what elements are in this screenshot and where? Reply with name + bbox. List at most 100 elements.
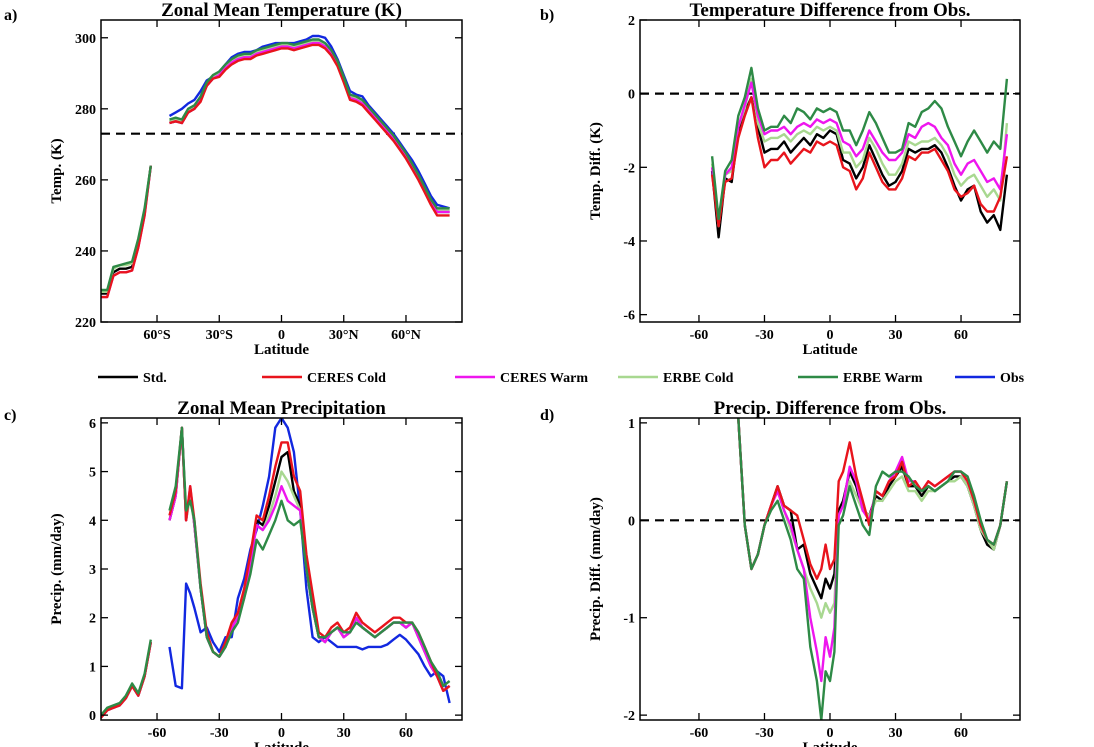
y-tick-label: 2 xyxy=(628,14,635,29)
x-tick-label: 60 xyxy=(954,726,968,741)
y-axis-label: Temp. (K) xyxy=(49,138,65,203)
series-line-ceres-warm xyxy=(101,165,152,299)
series-line-std xyxy=(169,41,450,214)
series-line-ceres-cold xyxy=(710,96,1009,228)
x-tick-label: 60 xyxy=(399,726,413,741)
x-tick-label: -30 xyxy=(755,726,774,741)
y-tick-label: 260 xyxy=(75,174,96,189)
y-tick-label: 1 xyxy=(89,660,96,675)
series-line-erbe-warm xyxy=(737,418,1009,720)
y-tick-label: 0 xyxy=(628,88,635,103)
series-line-ceres-warm xyxy=(737,418,1009,683)
y-tick-label: 0 xyxy=(628,514,635,529)
series-lines xyxy=(737,418,1009,720)
y-tick-label: 0 xyxy=(89,709,96,724)
x-axis-label: Latitude xyxy=(802,740,857,747)
panel-d: d) Precip. Difference from Obs. -60 -30 0 30 6… xyxy=(540,398,1021,747)
y-tick-label: 6 xyxy=(89,417,96,432)
y-tick-label: -4 xyxy=(623,235,635,250)
y-tick-label: 220 xyxy=(75,316,96,331)
legend-item-std: Std. xyxy=(98,371,167,386)
x-tick-label: -60 xyxy=(690,726,709,741)
x-tick-label: 0 xyxy=(278,328,285,343)
series-line-erbe-warm xyxy=(168,426,451,688)
x-tick-label: 30 xyxy=(889,726,903,741)
x-tick-label: 30°N xyxy=(329,328,359,343)
x-tick-label: -60 xyxy=(690,328,709,343)
legend-item-erbe-cold: ERBE Cold xyxy=(618,371,734,386)
series-line-ceres-warm xyxy=(710,81,1009,224)
series-line-ceres-cold xyxy=(737,418,1009,580)
series-line-erbe-cold xyxy=(169,40,450,212)
x-tick-label: 0 xyxy=(827,726,834,741)
series-line-ceres-warm xyxy=(169,41,450,214)
y-tick-label: 2 xyxy=(89,612,96,627)
x-axis-label: Latitude xyxy=(254,740,309,747)
x-tick-label: 0 xyxy=(827,328,834,343)
x-tick-label: 30 xyxy=(889,328,903,343)
x-tick-label: 30°S xyxy=(206,328,234,343)
legend-label: ERBE Warm xyxy=(843,371,923,386)
series-lines xyxy=(101,418,451,719)
y-tick-label: -1 xyxy=(623,612,635,627)
x-tick-label: 60 xyxy=(954,328,968,343)
panel-tag: a) xyxy=(4,7,17,24)
series-line-obs xyxy=(168,34,450,210)
y-axis-label: Temp. Diff. (K) xyxy=(588,122,604,220)
x-tick-label: -30 xyxy=(210,726,229,741)
series-line-ceres-cold xyxy=(101,165,152,299)
y-tick-label: -2 xyxy=(623,161,635,176)
y-tick-label: 280 xyxy=(75,103,96,118)
y-tick-label: 3 xyxy=(89,563,96,578)
chart-title: Zonal Mean Precipitation xyxy=(177,398,386,419)
series-line-erbe-warm xyxy=(101,639,152,716)
legend-item-ceres-warm: CERES Warm xyxy=(455,371,588,386)
y-tick-label: 5 xyxy=(89,466,96,481)
chart-title: Precip. Difference from Obs. xyxy=(714,398,947,419)
x-tick-label: 60°N xyxy=(391,328,421,343)
x-tick-label: 30 xyxy=(337,726,351,741)
y-axis-label: Precip. (mm/day) xyxy=(49,513,65,624)
chart-title: Zonal Mean Temperature (K) xyxy=(161,0,402,21)
panel-tag: c) xyxy=(4,407,16,424)
series-line-obs xyxy=(168,418,451,704)
series-lines xyxy=(101,34,450,299)
legend-item-erbe-warm: ERBE Warm xyxy=(798,371,923,386)
panel-a: a) Zonal Mean Temperature (K) 60°S 30°S 0 30°… xyxy=(4,0,463,358)
legend-label: ERBE Cold xyxy=(663,371,734,386)
legend-label: Obs xyxy=(1000,371,1025,386)
y-tick-label: 4 xyxy=(89,514,96,529)
y-axis-label: Precip. Diff. (mm/day) xyxy=(588,497,604,641)
legend-label: CERES Cold xyxy=(307,371,386,386)
legend-label: Std. xyxy=(143,371,167,386)
series-line-erbe-warm xyxy=(101,165,152,292)
series-line-erbe-cold xyxy=(710,77,1009,228)
x-tick-label: 0 xyxy=(278,726,285,741)
panel-c: c) Zonal Mean Precipitation -60 -30 0 30 60 0 1 2… xyxy=(4,398,463,747)
y-tick-label: -2 xyxy=(623,709,635,724)
x-tick-label: 60°S xyxy=(143,328,171,343)
y-tick-label: 1 xyxy=(628,417,635,432)
y-tick-label: -6 xyxy=(623,309,635,324)
panel-b: b) Temperature Difference from Obs.-60 -30… xyxy=(540,0,1021,358)
series-line-std xyxy=(101,165,152,295)
legend-item-ceres-cold: CERES Cold xyxy=(262,371,386,386)
legend-item-obs: Obs xyxy=(955,371,1025,386)
series-line-erbe-warm xyxy=(710,66,1009,221)
panel-tag: d) xyxy=(540,407,554,424)
series-line-ceres-cold xyxy=(169,43,450,217)
x-axis-label: Latitude xyxy=(254,342,309,358)
panel-tag: b) xyxy=(540,7,554,24)
series-lines xyxy=(710,66,1009,239)
y-tick-label: 240 xyxy=(75,245,96,260)
legend-label: CERES Warm xyxy=(500,371,588,386)
plot-frame xyxy=(100,19,463,323)
x-axis-label: Latitude xyxy=(802,342,857,358)
chart-title: Temperature Difference from Obs. xyxy=(689,0,970,21)
series-line-erbe-warm xyxy=(169,38,450,210)
x-tick-label: -60 xyxy=(148,726,167,741)
plot-frame xyxy=(100,417,463,721)
x-tick-label: -30 xyxy=(755,328,774,343)
legend: Std. CERES Cold CERES Warm ERBE Cold ERBE Wa… xyxy=(98,371,1025,386)
